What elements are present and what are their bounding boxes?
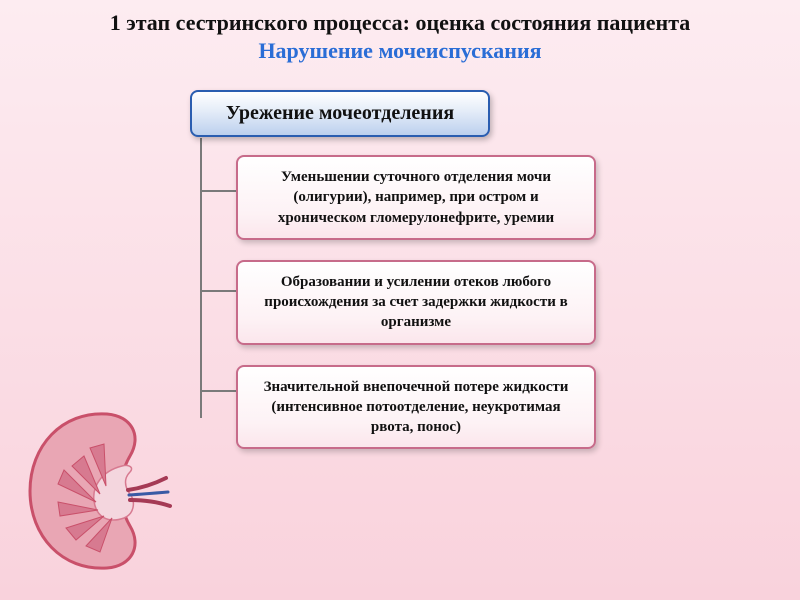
title-block: 1 этап сестринского процесса: оценка сос…	[0, 0, 800, 64]
kidney-illustration	[22, 406, 172, 576]
root-box: Урежение мочеотделения	[190, 90, 490, 137]
child-wrap-0: Уменьшении суточного отделения мочи (оли…	[180, 155, 640, 240]
slide: 1 этап сестринского процесса: оценка сос…	[0, 0, 800, 600]
child-box-2: Значительной внепочечной потере жидкости…	[236, 365, 596, 450]
diagram: Урежение мочеотделения Уменьшении суточн…	[180, 90, 640, 469]
children-list: Уменьшении суточного отделения мочи (оли…	[180, 155, 640, 449]
child-box-1: Образовании и усилении отеков любого про…	[236, 260, 596, 345]
child-wrap-1: Образовании и усилении отеков любого про…	[180, 260, 640, 345]
title-line2: Нарушение мочеиспускания	[20, 38, 780, 64]
child-wrap-2: Значительной внепочечной потере жидкости…	[180, 365, 640, 450]
title-line1: 1 этап сестринского процесса: оценка сос…	[20, 10, 780, 36]
child-box-0: Уменьшении суточного отделения мочи (оли…	[236, 155, 596, 240]
